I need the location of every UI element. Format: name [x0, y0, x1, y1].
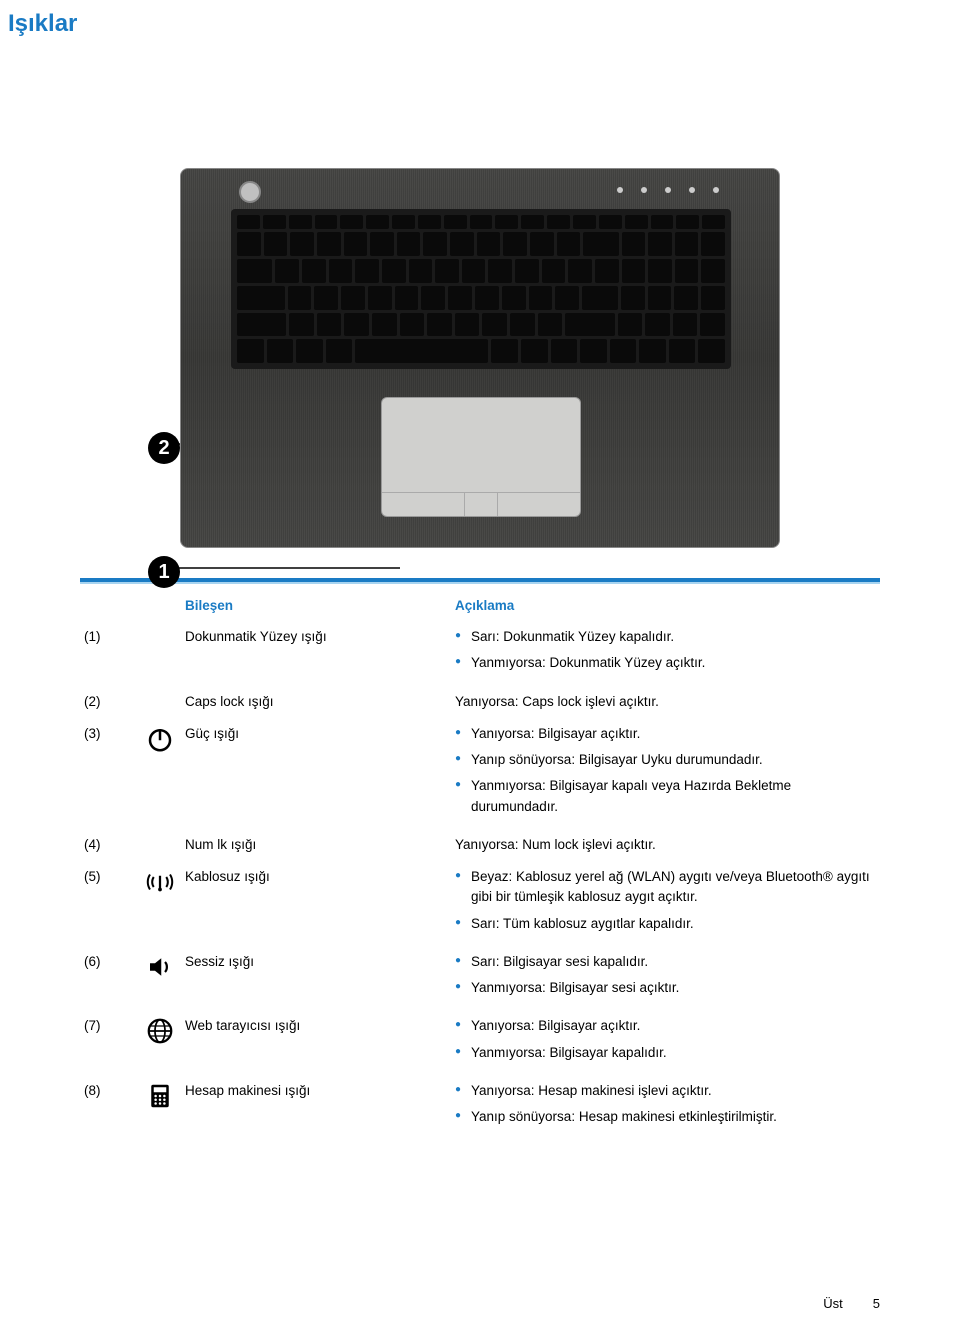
mute-icon	[135, 952, 185, 988]
description-text: Yanıyorsa: Num lock işlevi açıktır.	[455, 835, 880, 855]
component-name: Web tarayıcısı ışığı	[185, 1016, 455, 1036]
row-number: (5)	[80, 867, 135, 887]
row-number: (4)	[80, 835, 135, 855]
wireless-icon	[135, 867, 185, 903]
row-number: (7)	[80, 1016, 135, 1036]
table-row: (2) Caps lock ışığı Yanıyorsa: Caps lock…	[80, 686, 880, 718]
row-number: (3)	[80, 724, 135, 744]
laptop-keyboard	[231, 209, 731, 369]
table-row: (3) Güç ışığı Yanıyorsa: Bilgisayar açık…	[80, 718, 880, 829]
document-page: Işıklar 3 4 5	[0, 0, 960, 1325]
callout-number-2: 2	[148, 432, 180, 464]
description-item: Sarı: Bilgisayar sesi kapalıdır.	[455, 952, 880, 972]
header-component: Bileşen	[185, 598, 455, 613]
description-item: Yanıyorsa: Bilgisayar açıktır.	[455, 724, 880, 744]
table-row: (6) Sessiz ışığı Sarı: Bilgisayar sesi k…	[80, 946, 880, 1011]
footer-page-number: 5	[873, 1296, 880, 1311]
description-item: Yanıyorsa: Bilgisayar açıktır.	[455, 1016, 880, 1036]
web-icon	[135, 1016, 185, 1052]
table-row: (8) Hesap makinesi ışığı Yanıyorsa: Hesa…	[80, 1075, 880, 1140]
section-title: Işıklar	[0, 0, 960, 58]
description-item: Yanıyorsa: Hesap makinesi işlevi açıktır…	[455, 1081, 880, 1101]
laptop-diagram: 3 4 5 6	[100, 168, 860, 548]
component-name: Güç ışığı	[185, 724, 455, 744]
description-text: Yanıyorsa: Caps lock işlevi açıktır.	[455, 692, 880, 712]
callout-number-1: 1	[148, 556, 180, 588]
table-row: (7) Web tarayıcısı ışığı Yanıyorsa: Bilg…	[80, 1010, 880, 1075]
table-row: (1) Dokunmatik Yüzey ışığı Sarı: Dokunma…	[80, 621, 880, 686]
row-number: (2)	[80, 692, 135, 712]
description-item: Beyaz: Kablosuz yerel ağ (WLAN) aygıtı v…	[455, 867, 880, 908]
description-item: Yanmıyorsa: Dokunmatik Yüzey açıktır.	[455, 653, 880, 673]
description-item: Yanıp sönüyorsa: Bilgisayar Uyku durumun…	[455, 750, 880, 770]
row-number: (8)	[80, 1081, 135, 1101]
component-name: Caps lock ışığı	[185, 692, 455, 712]
table-divider	[80, 578, 880, 584]
description-item: Yanmıyorsa: Bilgisayar sesi açıktır.	[455, 978, 880, 998]
row-number: (1)	[80, 627, 135, 647]
description-item: Sarı: Dokunmatik Yüzey kapalıdır.	[455, 627, 880, 647]
description-item: Yanmıyorsa: Bilgisayar kapalıdır.	[455, 1043, 880, 1063]
laptop-illustration	[180, 168, 780, 548]
components-table: Bileşen Açıklama (1) Dokunmatik Yüzey ış…	[80, 598, 880, 1139]
component-name: Dokunmatik Yüzey ışığı	[185, 627, 455, 647]
component-name: Kablosuz ışığı	[185, 867, 455, 887]
header-description: Açıklama	[455, 598, 880, 613]
laptop-power-button	[239, 181, 261, 203]
row-number: (6)	[80, 952, 135, 972]
laptop-status-leds	[617, 187, 719, 193]
component-name: Num lk ışığı	[185, 835, 455, 855]
description-item: Sarı: Tüm kablosuz aygıtlar kapalıdır.	[455, 914, 880, 934]
table-row: (5) Kablosuz ışığı Beyaz: Kablosuz yerel…	[80, 861, 880, 946]
description-item: Yanıp sönüyorsa: Hesap makinesi etkinleş…	[455, 1107, 880, 1127]
description-list: Yanıyorsa: Bilgisayar açıktır. Yanmıyors…	[455, 1016, 880, 1063]
description-list: Yanıyorsa: Bilgisayar açıktır. Yanıp sön…	[455, 724, 880, 817]
component-name: Sessiz ışığı	[185, 952, 455, 972]
description-list: Sarı: Dokunmatik Yüzey kapalıdır. Yanmıy…	[455, 627, 880, 674]
page-footer: Üst 5	[823, 1296, 880, 1311]
footer-section: Üst	[823, 1296, 843, 1311]
description-list: Beyaz: Kablosuz yerel ağ (WLAN) aygıtı v…	[455, 867, 880, 934]
component-name: Hesap makinesi ışığı	[185, 1081, 455, 1101]
power-icon	[135, 724, 185, 760]
description-list: Sarı: Bilgisayar sesi kapalıdır. Yanmıyo…	[455, 952, 880, 999]
description-list: Yanıyorsa: Hesap makinesi işlevi açıktır…	[455, 1081, 880, 1128]
calculator-icon	[135, 1081, 185, 1117]
description-item: Yanmıyorsa: Bilgisayar kapalı veya Hazır…	[455, 776, 880, 817]
table-header: Bileşen Açıklama	[80, 598, 880, 621]
table-row: (4) Num lk ışığı Yanıyorsa: Num lock işl…	[80, 829, 880, 861]
laptop-touchpad	[381, 397, 581, 517]
